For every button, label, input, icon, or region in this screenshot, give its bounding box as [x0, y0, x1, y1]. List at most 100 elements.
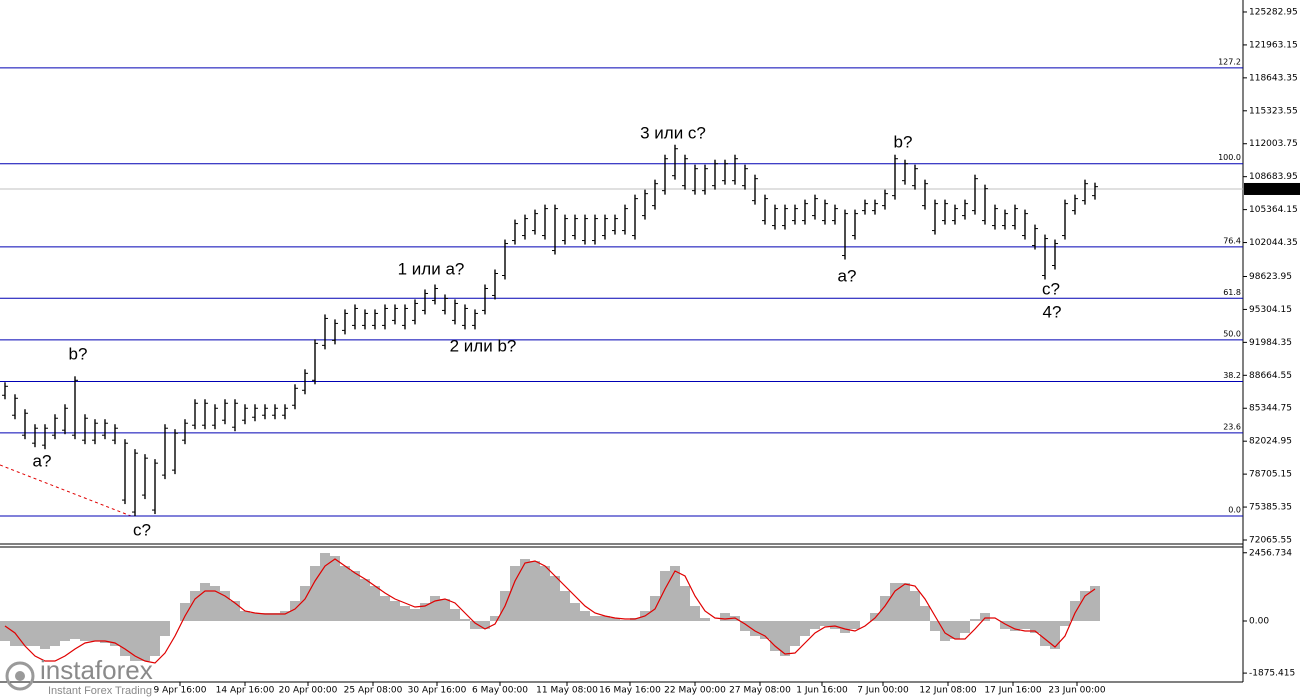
fib-label: 127.2 [1218, 57, 1241, 66]
histogram-bar [750, 621, 760, 636]
histogram-bar [1070, 601, 1080, 621]
histogram-bar [1060, 621, 1070, 626]
fib-label: 38.2 [1223, 371, 1241, 380]
histogram-bar [400, 606, 410, 621]
histogram-bar [420, 603, 430, 621]
histogram-bar [580, 611, 590, 621]
histogram-bar [1010, 621, 1020, 631]
histogram-bar [60, 621, 70, 641]
histogram-bar [820, 621, 830, 626]
histogram-bar [460, 619, 470, 621]
y-tick-label: 95304.15 [1249, 305, 1292, 315]
histogram-bar [310, 566, 320, 621]
x-tick-label: 17 Jun 16:00 [984, 686, 1041, 696]
wave-label: 3 или c? [640, 123, 706, 142]
histogram-bar [840, 621, 850, 633]
histogram-bar [670, 566, 680, 621]
histogram-bar [190, 591, 200, 621]
y-tick-label: 72065.55 [1249, 536, 1292, 546]
histogram-bar [540, 566, 550, 621]
fib-label: 0.0 [1228, 506, 1241, 515]
histogram-bar [1090, 586, 1100, 621]
histogram-bar [1050, 621, 1060, 649]
x-tick-label: 27 May 08:00 [729, 686, 791, 696]
histogram-bar [50, 621, 60, 646]
histogram-bar [250, 613, 260, 621]
histogram-bar [330, 556, 340, 621]
histogram-bar [220, 591, 230, 621]
histogram-bar [610, 618, 620, 621]
histogram-bar [950, 621, 960, 639]
wave-label: a? [838, 266, 857, 285]
histogram-bar [450, 609, 460, 621]
x-tick-label: 12 Jun 08:00 [919, 686, 976, 696]
histogram-bar [920, 606, 930, 621]
y-tick-label: 82024.95 [1249, 437, 1292, 447]
histogram-bar [890, 583, 900, 621]
x-tick-label: 20 Apr 00:00 [279, 686, 338, 696]
histogram-bar [320, 553, 330, 621]
histogram-bar [210, 586, 220, 621]
y-tick-label: 85344.75 [1249, 404, 1292, 414]
histogram-bar [720, 613, 730, 621]
last-price-box [1244, 182, 1300, 195]
y-tick-label: 2456.734 [1249, 548, 1292, 558]
logo-mark [15, 671, 25, 681]
histogram-bar [850, 621, 860, 629]
histogram-bar [260, 613, 270, 621]
histogram-bar [290, 601, 300, 621]
wave-label: b? [894, 132, 913, 151]
signal-line [4, 558, 1096, 664]
wave-label: 4? [1043, 302, 1062, 321]
x-tick-label: 11 May 08:00 [536, 686, 598, 696]
histogram-bar [80, 621, 90, 641]
fib-label: 50.0 [1223, 329, 1241, 338]
y-tick-label: -1875.415 [1249, 669, 1295, 679]
histogram-bar [700, 618, 710, 621]
y-tick-label: 98623.95 [1249, 272, 1292, 282]
histogram-bar [20, 621, 30, 646]
histogram-bar [690, 606, 700, 621]
x-tick-label: 23 Jun 00:00 [1048, 686, 1105, 696]
wave-label: b? [69, 344, 88, 363]
histogram-bar [120, 621, 130, 656]
fib-label: 76.4 [1223, 236, 1241, 245]
histogram-bar [1040, 621, 1050, 646]
histogram-bar [760, 621, 770, 639]
histogram-bar [340, 566, 350, 621]
histogram-bar [410, 609, 420, 621]
histogram-bar [0, 621, 10, 641]
histogram-bar [970, 619, 980, 621]
histogram-bar [1030, 621, 1040, 633]
x-tick-label: 30 Apr 16:00 [408, 686, 467, 696]
fib-label: 61.8 [1223, 288, 1241, 297]
histogram-bar [140, 621, 150, 661]
y-tick-label: 88664.55 [1249, 371, 1292, 381]
histogram-bar [90, 621, 100, 641]
watermark: instaforex Instant Forex Trading [5, 655, 153, 697]
histogram-bar [380, 596, 390, 621]
x-tick-label: 14 Apr 16:00 [216, 686, 275, 696]
histogram-bar [270, 613, 280, 621]
x-tick-label: 7 Jun 00:00 [857, 686, 909, 696]
y-tick-label: 91984.35 [1249, 338, 1292, 348]
tagline: Instant Forex Trading [48, 685, 152, 697]
wave-label: c? [133, 520, 151, 539]
histogram-bar [350, 571, 360, 621]
histogram-bar [880, 596, 890, 621]
histogram-bar [780, 621, 790, 656]
x-tick-label: 6 May 00:00 [472, 686, 528, 696]
histogram-bar [660, 571, 670, 621]
last-price-label: 107443.82 [1248, 184, 1297, 194]
y-tick-label: 102044.35 [1249, 238, 1298, 248]
histogram-bar [620, 620, 630, 621]
histogram-bar [1020, 621, 1030, 629]
histogram-bar [300, 586, 310, 621]
histogram-bar [1000, 621, 1010, 629]
fib-label: 23.6 [1223, 422, 1241, 431]
brand: instaforex [40, 655, 153, 685]
x-tick-label: 1 Jun 16:00 [796, 686, 848, 696]
y-tick-label: 112003.75 [1249, 139, 1298, 149]
y-tick-label: 0.00 [1249, 617, 1269, 627]
y-tick-label: 118643.35 [1249, 73, 1298, 83]
